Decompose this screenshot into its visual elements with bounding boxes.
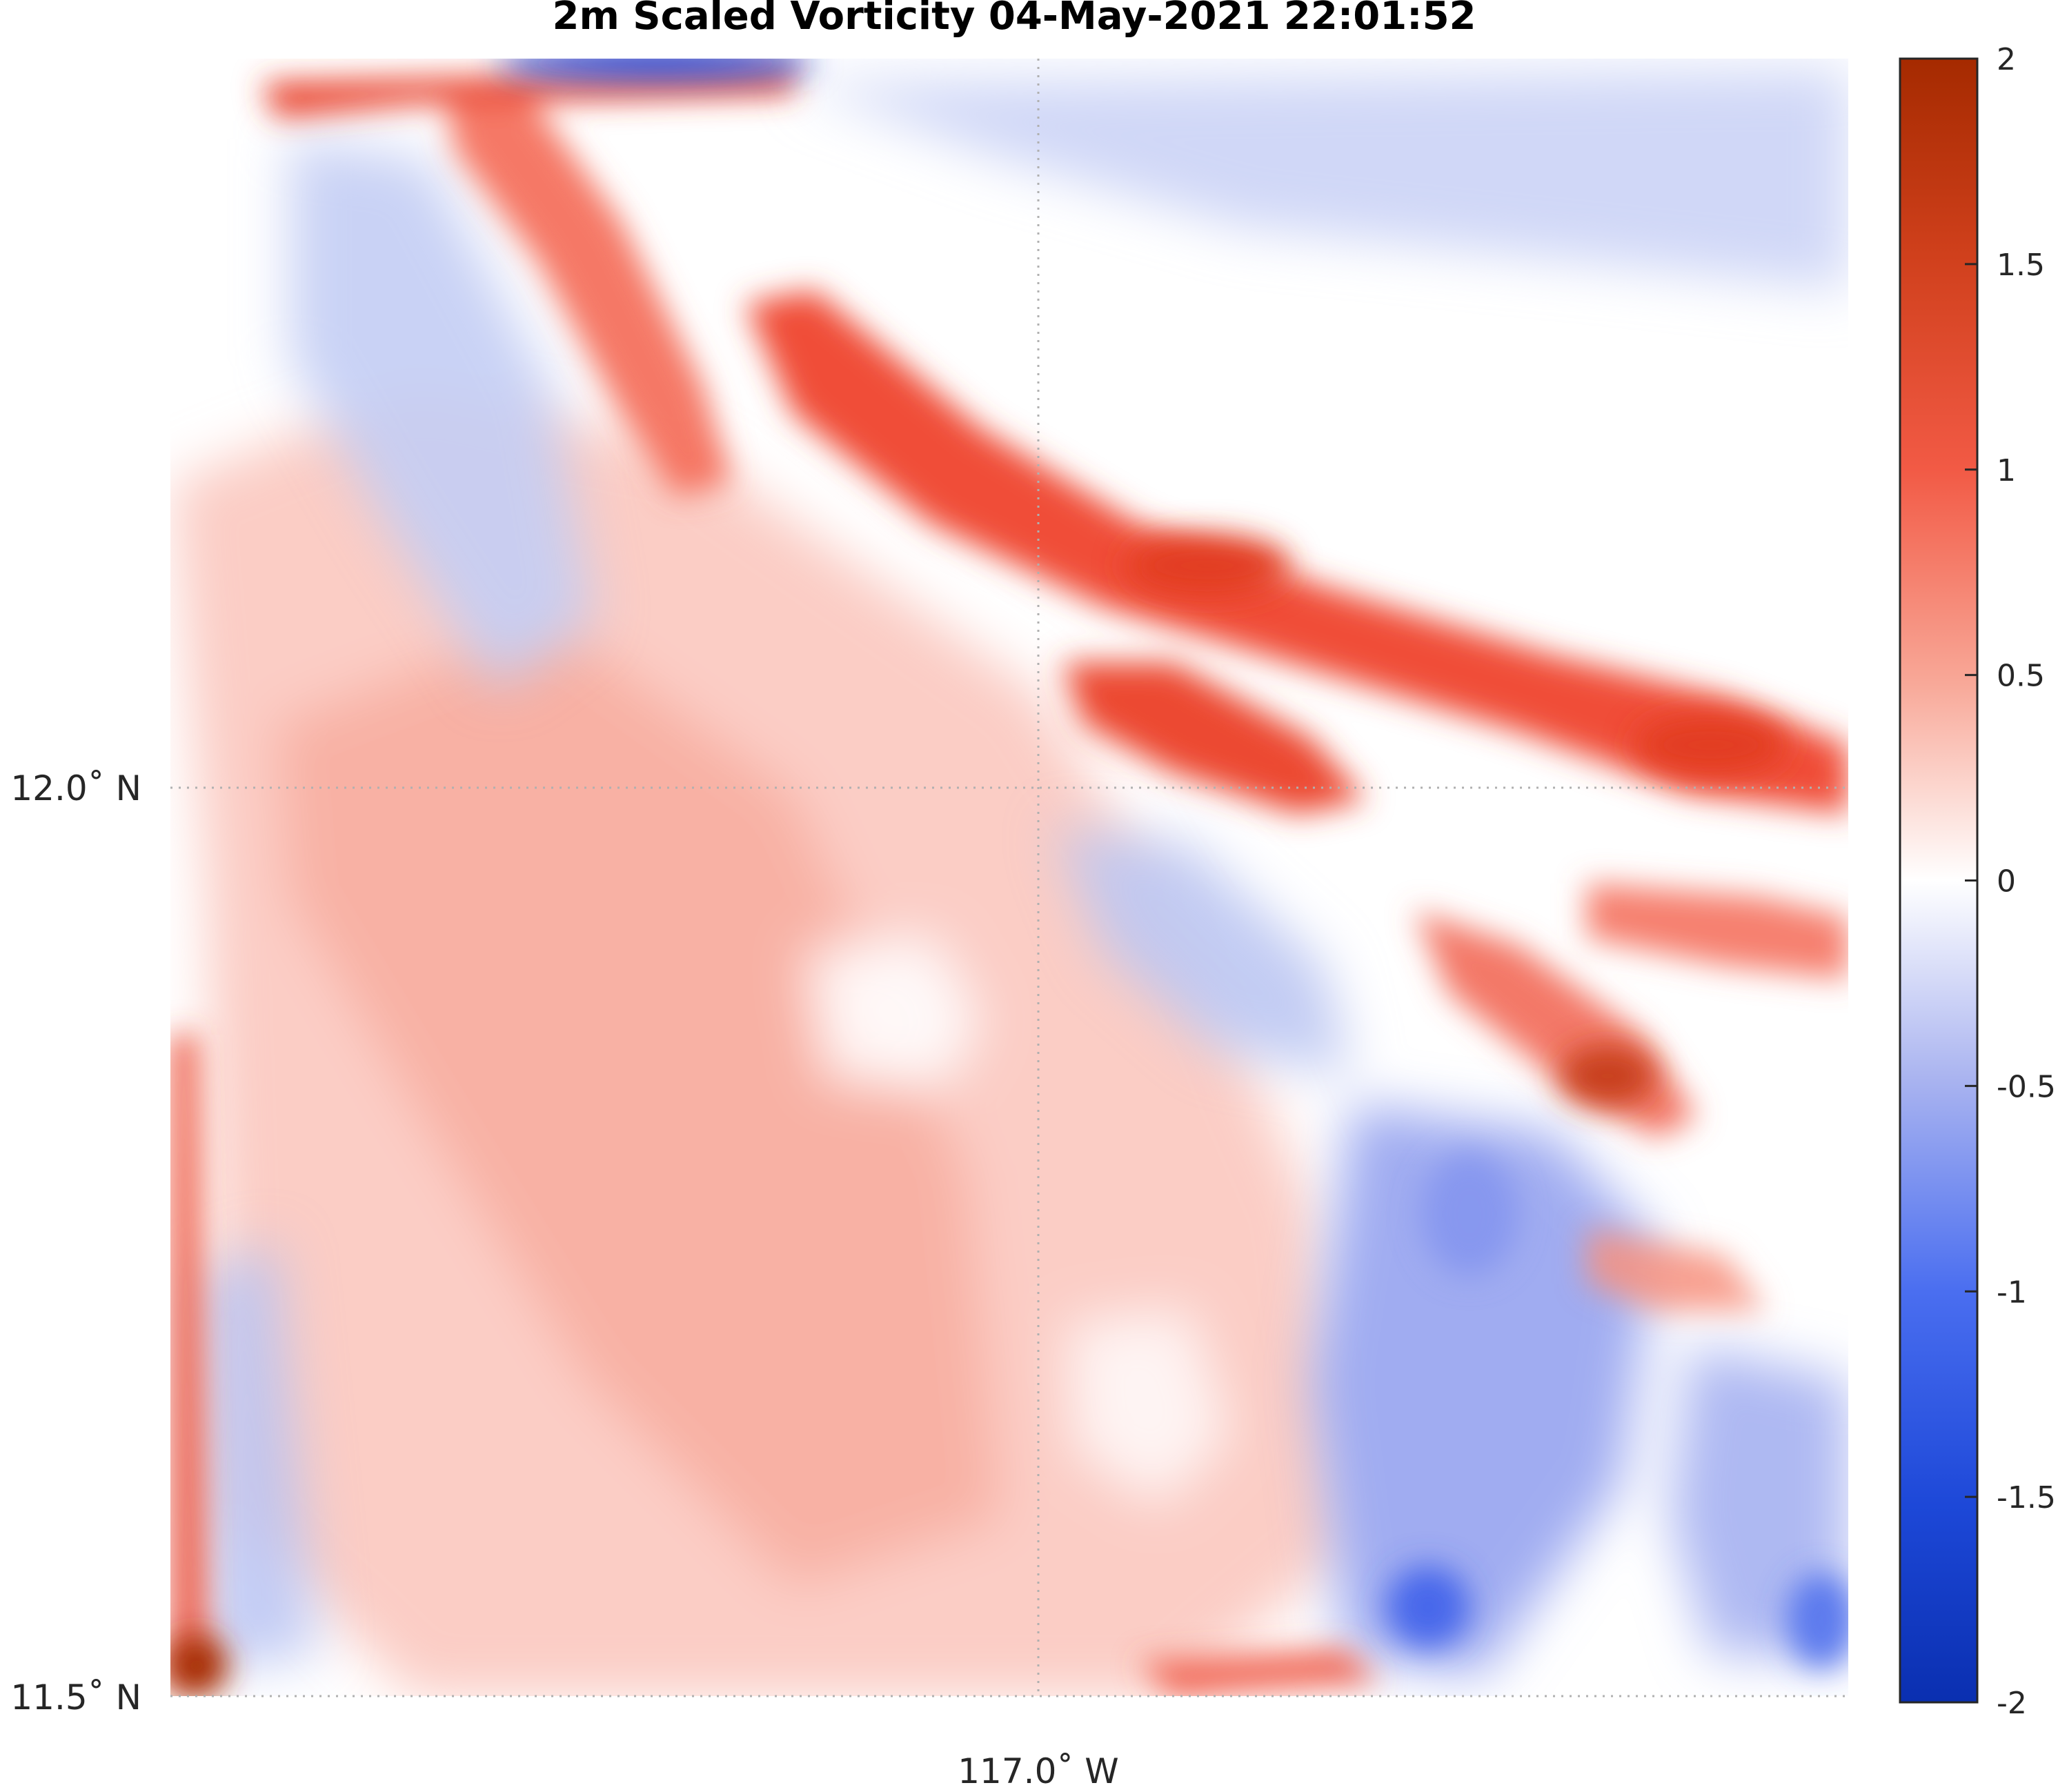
colorbar-tick-label: -2 bbox=[1997, 1686, 2027, 1721]
colorbar-tick-label: 2 bbox=[1997, 42, 2016, 77]
field-spot-negative-right bbox=[1787, 1573, 1848, 1669]
chart-title: 2m Scaled Vorticity 04-May-2021 22:01:52 bbox=[552, 0, 1476, 39]
colorbar-tick-label: 1 bbox=[1997, 453, 2016, 488]
colorbar-tick-label: 1.5 bbox=[1997, 248, 2045, 283]
field-band-right-stripes bbox=[1587, 883, 1848, 979]
field-band-upper bbox=[442, 83, 731, 497]
colorbar-ticks: 2 1.5 1 0.5 0 -0.5 -1 -1.5 -2 bbox=[1965, 42, 2056, 1721]
field-spot-negative-deep bbox=[1387, 1566, 1470, 1649]
heatmap-plot bbox=[170, 59, 1848, 1698]
field-band-far-right bbox=[1587, 1228, 1766, 1311]
field-band-bottom-edge bbox=[1138, 1649, 1380, 1696]
colorbar-tick-label: 0.5 bbox=[1997, 659, 2045, 694]
field-spot-negative-mid bbox=[1421, 1152, 1518, 1276]
x-tick-label-117w: 117.0˚ W bbox=[958, 1751, 1118, 1791]
field-region-upper-right-negative bbox=[793, 69, 1848, 290]
colorbar-tick-label: -0.5 bbox=[1997, 1069, 2056, 1104]
field-region-left-strip-negative bbox=[200, 1242, 317, 1669]
field-region-white-pocket-2 bbox=[1069, 1311, 1228, 1504]
field-region-center-negative bbox=[1056, 828, 1352, 1076]
field-region-left-negative bbox=[290, 138, 593, 690]
colorbar-tick-label: 0 bbox=[1997, 864, 2016, 899]
field-spot-negative-top bbox=[497, 59, 814, 79]
field-region-inner-positive bbox=[276, 621, 1000, 1586]
field-region-white-pocket bbox=[807, 938, 980, 1090]
colorbar-gradient bbox=[1899, 57, 1979, 1704]
y-tick-label-11-5n: 11.5˚ N bbox=[10, 1677, 141, 1718]
colorbar: 2 1.5 1 0.5 0 -0.5 -1 -1.5 -2 bbox=[1899, 42, 2056, 1721]
y-tick-label-12n: 12.0˚ N bbox=[10, 768, 141, 808]
field-region-far-right-negative bbox=[1670, 1345, 1848, 1655]
field-spot-positive-strong bbox=[1559, 1045, 1656, 1107]
field-region-lower-right-negative bbox=[1311, 1104, 1656, 1676]
field-spot-positive-band-core bbox=[1125, 535, 1290, 597]
colorbar-tick-label: -1.5 bbox=[1997, 1480, 2056, 1515]
colorbar-tick-label: -1 bbox=[1997, 1275, 2027, 1310]
field-band-main bbox=[745, 290, 1848, 814]
field-band-top-edge bbox=[262, 69, 793, 117]
field-spot-positive-right-core bbox=[1635, 714, 1787, 776]
field-band-secondary bbox=[1062, 662, 1366, 814]
field-band-left-edge bbox=[170, 1035, 207, 1696]
vorticity-field bbox=[170, 59, 1848, 1696]
field-spot-positive-corner bbox=[170, 1635, 228, 1696]
